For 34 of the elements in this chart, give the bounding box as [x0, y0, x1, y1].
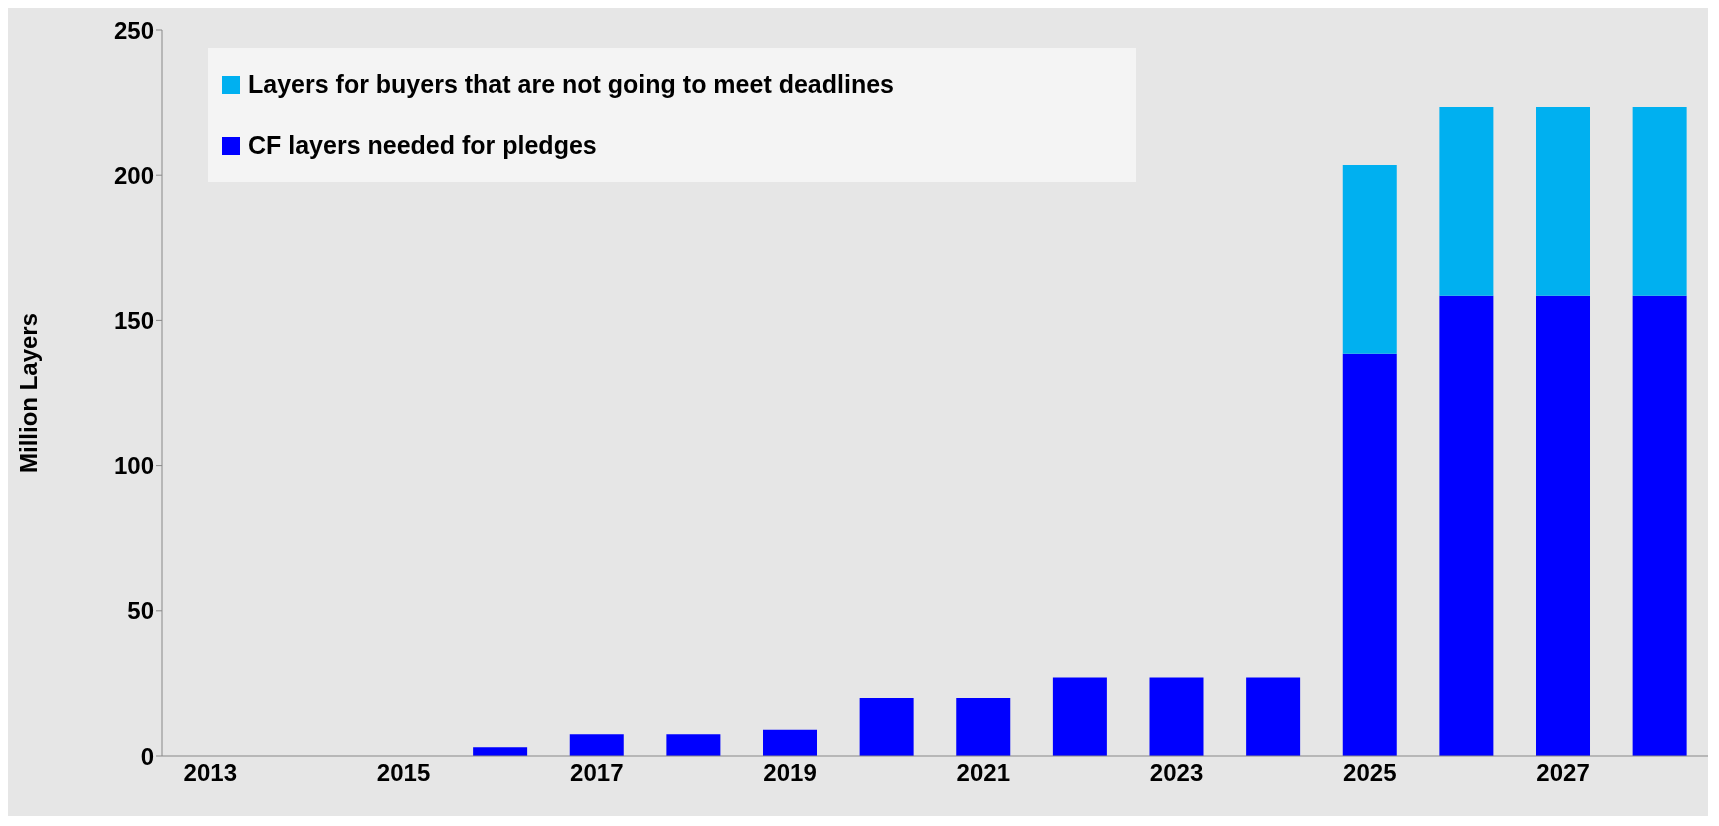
bar: [1439, 106, 1494, 296]
y-tick-label: 50: [127, 597, 154, 625]
bar: [666, 734, 721, 756]
y-tick-label: 250: [113, 16, 154, 44]
bar: [859, 697, 914, 756]
y-tick-label: 150: [113, 306, 154, 334]
bar: [1632, 295, 1687, 756]
x-tick-label: 2015: [376, 759, 431, 787]
bar: [1439, 295, 1494, 756]
x-tick-label: 2013: [183, 759, 238, 787]
bar: [1246, 677, 1301, 756]
bar: [1052, 677, 1107, 756]
y-tick-label: 200: [113, 161, 154, 189]
bar: [569, 734, 624, 756]
bar: [1632, 106, 1687, 296]
bar: [473, 747, 528, 756]
bar: [1536, 295, 1591, 756]
bar: [1342, 353, 1397, 756]
x-tick-label: 2025: [1343, 759, 1397, 787]
y-tick-label: 0: [140, 742, 154, 770]
x-tick-label: 2019: [763, 759, 817, 787]
x-tick-label: 2027: [1536, 759, 1590, 787]
y-tick-label: 100: [113, 452, 154, 480]
bar: [1149, 677, 1204, 756]
legend-label: Layers for buyers that are not going to meet deadlines: [248, 70, 894, 99]
y-axis-title: Million Layers: [14, 312, 42, 474]
x-tick-label: 2021: [956, 759, 1011, 787]
bar: [956, 697, 1011, 756]
x-tick-label: 2017: [570, 759, 624, 787]
bar: [1536, 106, 1591, 296]
bar: [1342, 165, 1397, 354]
bar: [763, 729, 818, 756]
legend-label: CF layers needed for pledges: [248, 131, 597, 160]
x-tick-label: 2023: [1149, 759, 1204, 787]
